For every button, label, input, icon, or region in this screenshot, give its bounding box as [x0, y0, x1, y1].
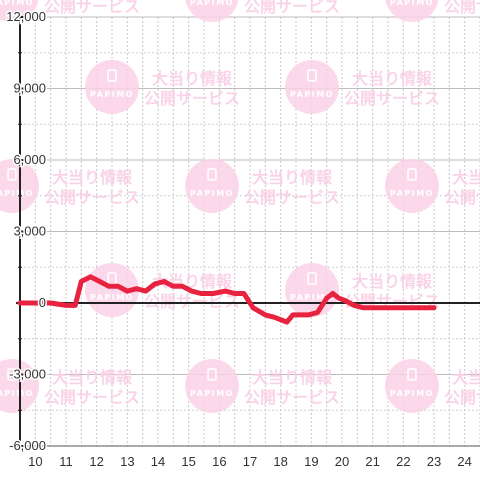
- watermark-line2: 公開サービス: [444, 388, 480, 407]
- y-tick-label: 0: [39, 295, 46, 310]
- watermark-logo-text: PAPIMO: [0, 0, 34, 7]
- series-line: [17, 274, 437, 325]
- watermark-line2: 公開サービス: [344, 89, 440, 108]
- watermark-line1: 大当り情報: [352, 69, 433, 88]
- y-tick-label: 9,000: [13, 81, 46, 96]
- x-tick-label: 17: [243, 454, 257, 469]
- x-tick-label: 18: [273, 454, 287, 469]
- watermark-logo-circle: [385, 159, 439, 213]
- y-tick-label: 3,000: [13, 224, 46, 239]
- watermark-line1: 大当り情報: [452, 368, 480, 387]
- x-tick-label: 22: [396, 454, 410, 469]
- x-tick-label: 24: [457, 454, 471, 469]
- y-tick-label: -6,000: [9, 438, 46, 453]
- tick-labels: -6,000 -3,000 0 3,000 6,000 9,000 12,000 10 11 12…: [5, 8, 472, 470]
- watermark-line2: 公開サービス: [244, 388, 340, 407]
- watermark-line2: 公開サービス: [144, 292, 240, 311]
- y-tick-label: 6,000: [13, 152, 46, 167]
- watermark-line1: 大当り情報: [152, 69, 233, 88]
- y-tick-label: -3,000: [9, 367, 46, 382]
- watermark-logo-text: PAPIMO: [190, 189, 234, 198]
- watermark-logo-circle: [385, 359, 439, 413]
- x-tick-label: 12: [89, 454, 103, 469]
- watermark-logo-circle: [285, 263, 339, 317]
- watermark-line1: 大当り情報: [452, 168, 480, 187]
- watermark-line2: 公開サービス: [144, 89, 240, 108]
- watermark-logo-text: PAPIMO: [390, 189, 434, 198]
- watermark-logo-text: PAPIMO: [0, 189, 34, 198]
- watermark-line2: 公開サービス: [444, 188, 480, 207]
- watermark-logo-text: PAPIMO: [0, 389, 34, 398]
- x-tick-label: 19: [304, 454, 318, 469]
- watermark-logo-text: PAPIMO: [90, 293, 134, 302]
- watermark-logo-circle: [385, 0, 439, 22]
- watermark-line2: 公開サービス: [244, 0, 340, 16]
- x-tick-label: 10: [28, 454, 42, 469]
- watermark-logo-text: PAPIMO: [90, 90, 134, 99]
- watermark-logo-circle: [185, 359, 239, 413]
- watermark-device-icon: [107, 69, 117, 82]
- series-layer: [17, 274, 437, 325]
- watermark-logo-circle: [85, 60, 139, 114]
- x-tick-label: 14: [151, 454, 165, 469]
- watermark-line2: 公開サービス: [244, 188, 340, 207]
- watermark-logo-text: PAPIMO: [390, 0, 434, 7]
- watermark-line1: 大当り情報: [252, 168, 333, 187]
- watermark-logo-circle: [185, 159, 239, 213]
- watermark-device-icon: [207, 368, 217, 381]
- x-tick-label: 16: [212, 454, 226, 469]
- watermark-device-icon: [407, 368, 417, 381]
- watermark-logo-circle: [285, 60, 339, 114]
- y-tick-label: 12,000: [6, 9, 46, 24]
- watermark-device-icon: [407, 168, 417, 181]
- x-tick-label: 11: [59, 454, 73, 469]
- x-tick-label: 21: [365, 454, 379, 469]
- x-tick-label: 15: [181, 454, 195, 469]
- watermark-logo-text: PAPIMO: [290, 293, 334, 302]
- watermark-device-icon: [207, 168, 217, 181]
- watermark-line2: 公開サービス: [44, 188, 140, 207]
- watermark-logo-text: PAPIMO: [190, 389, 234, 398]
- x-tick-label: 23: [427, 454, 441, 469]
- x-tick-label: 13: [120, 454, 134, 469]
- watermark-device-icon: [307, 272, 317, 285]
- x-tick-label: 20: [335, 454, 349, 469]
- watermark-line2: 公開サービス: [444, 0, 480, 16]
- watermark-logo-circle: [185, 0, 239, 22]
- watermark-logo-text: PAPIMO: [290, 90, 334, 99]
- watermark-line2: 公開サービス: [44, 388, 140, 407]
- watermark-line2: 公開サービス: [44, 0, 140, 16]
- watermark-line1: 大当り情報: [52, 368, 133, 387]
- watermark-line1: 大当り情報: [252, 368, 333, 387]
- watermark-device-icon: [307, 69, 317, 82]
- watermark-device-icon: [7, 168, 17, 181]
- watermark-logo-text: PAPIMO: [390, 389, 434, 398]
- watermark-logo-text: PAPIMO: [190, 0, 234, 7]
- watermark-line1: 大当り情報: [52, 168, 133, 187]
- watermark-layer: PAPIMO大当り情報公開サービスPAPIMO大当り情報公開サービスPAPIMO…: [0, 0, 480, 413]
- watermark-logo-circle: [0, 0, 39, 22]
- watermark-line1: 大当り情報: [352, 272, 433, 291]
